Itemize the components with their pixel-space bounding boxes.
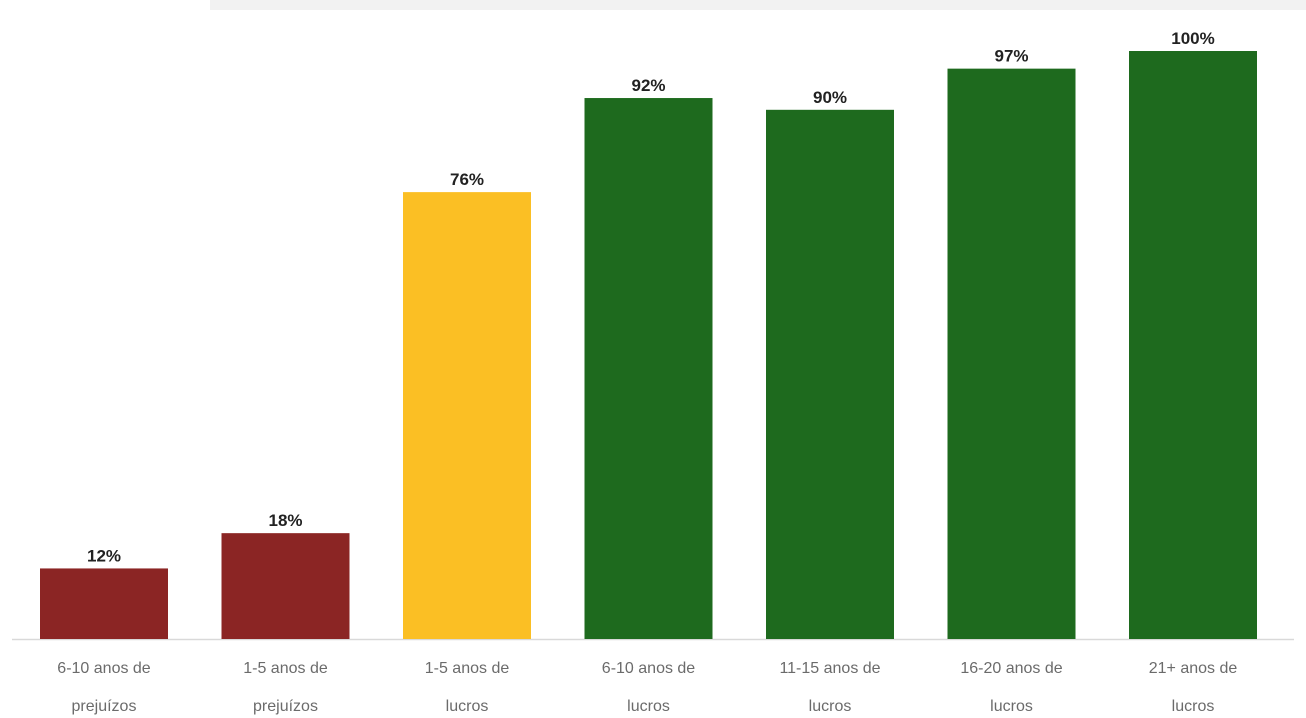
bar-5: [766, 109, 894, 640]
value-label-5: 90%: [813, 88, 847, 107]
value-labels-group: 12% 18% 76% 92% 90% 97% 100%: [87, 29, 1215, 565]
category-label-4-line-1: 6-10 anos de: [602, 660, 696, 677]
value-label-7: 100%: [1171, 29, 1214, 48]
value-label-6: 97%: [994, 47, 1028, 66]
bars-group: [40, 51, 1257, 640]
category-label-6-line-1: 16-20 anos de: [960, 660, 1062, 677]
bar-2: [221, 533, 350, 639]
top-band: [210, 0, 1306, 10]
value-label-3: 76%: [450, 170, 484, 189]
value-label-1: 12%: [87, 546, 121, 565]
category-label-4-line-2: lucros: [627, 698, 670, 715]
bar-4: [584, 98, 713, 640]
category-label-7-line-1: 21+ anos de: [1149, 660, 1238, 677]
category-label-3-line-2: lucros: [446, 698, 489, 715]
category-label-1-line-2: prejuízos: [72, 698, 137, 715]
category-label-5-line-1: 11-15 anos de: [779, 660, 880, 677]
category-label-6-line-2: lucros: [990, 698, 1033, 715]
category-label-1-line-1: 6-10 anos de: [57, 660, 151, 677]
bar-7: [1129, 51, 1257, 639]
category-label-5-line-2: lucros: [809, 698, 852, 715]
value-label-2: 18%: [268, 511, 302, 530]
category-label-7-line-2: lucros: [1172, 698, 1215, 715]
bar-3: [403, 192, 531, 639]
category-label-2-line-1: 1-5 anos de: [243, 660, 328, 677]
bar-6: [947, 68, 1076, 639]
value-label-4: 92%: [631, 76, 665, 95]
category-label-2-line-2: prejuízos: [253, 698, 318, 715]
category-label-3-line-1: 1-5 anos de: [425, 660, 510, 677]
bar-1: [40, 568, 168, 639]
category-labels-group: 6-10 anos de prejuízos 1-5 anos de prejuízo…: [57, 660, 1237, 715]
